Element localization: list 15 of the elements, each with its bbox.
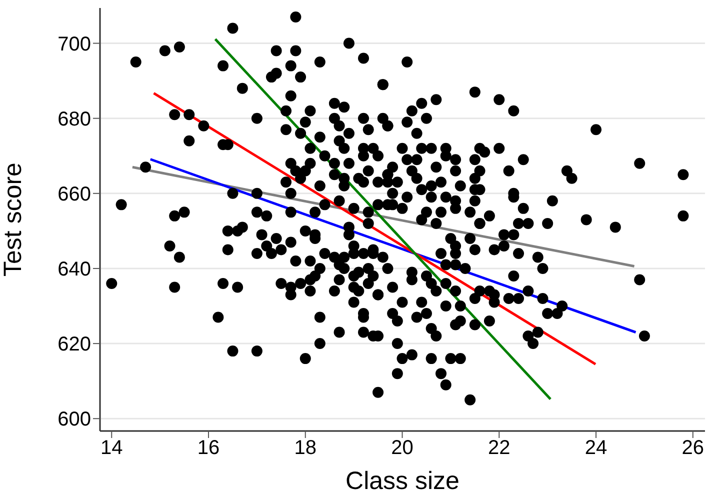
y-tick-label: 680 [58, 108, 91, 130]
x-tick-label: 22 [488, 437, 510, 460]
x-tick-label: 20 [391, 437, 414, 460]
x-tick-label: 14 [100, 437, 123, 460]
x-tick-label: 26 [682, 437, 704, 460]
y-tick-label: 660 [58, 184, 91, 206]
y-axis-title: Test score [0, 162, 27, 276]
x-axis-title: Class size [346, 467, 460, 493]
x-tick-label: 24 [584, 437, 608, 460]
y-tick-label: 620 [58, 334, 91, 356]
y-tick-label: 600 [58, 408, 91, 431]
y-tick-label: 700 [58, 33, 91, 56]
x-tick-label: 18 [294, 437, 317, 460]
x-tick-label: 16 [197, 437, 220, 460]
y-tick-label: 640 [58, 258, 91, 281]
